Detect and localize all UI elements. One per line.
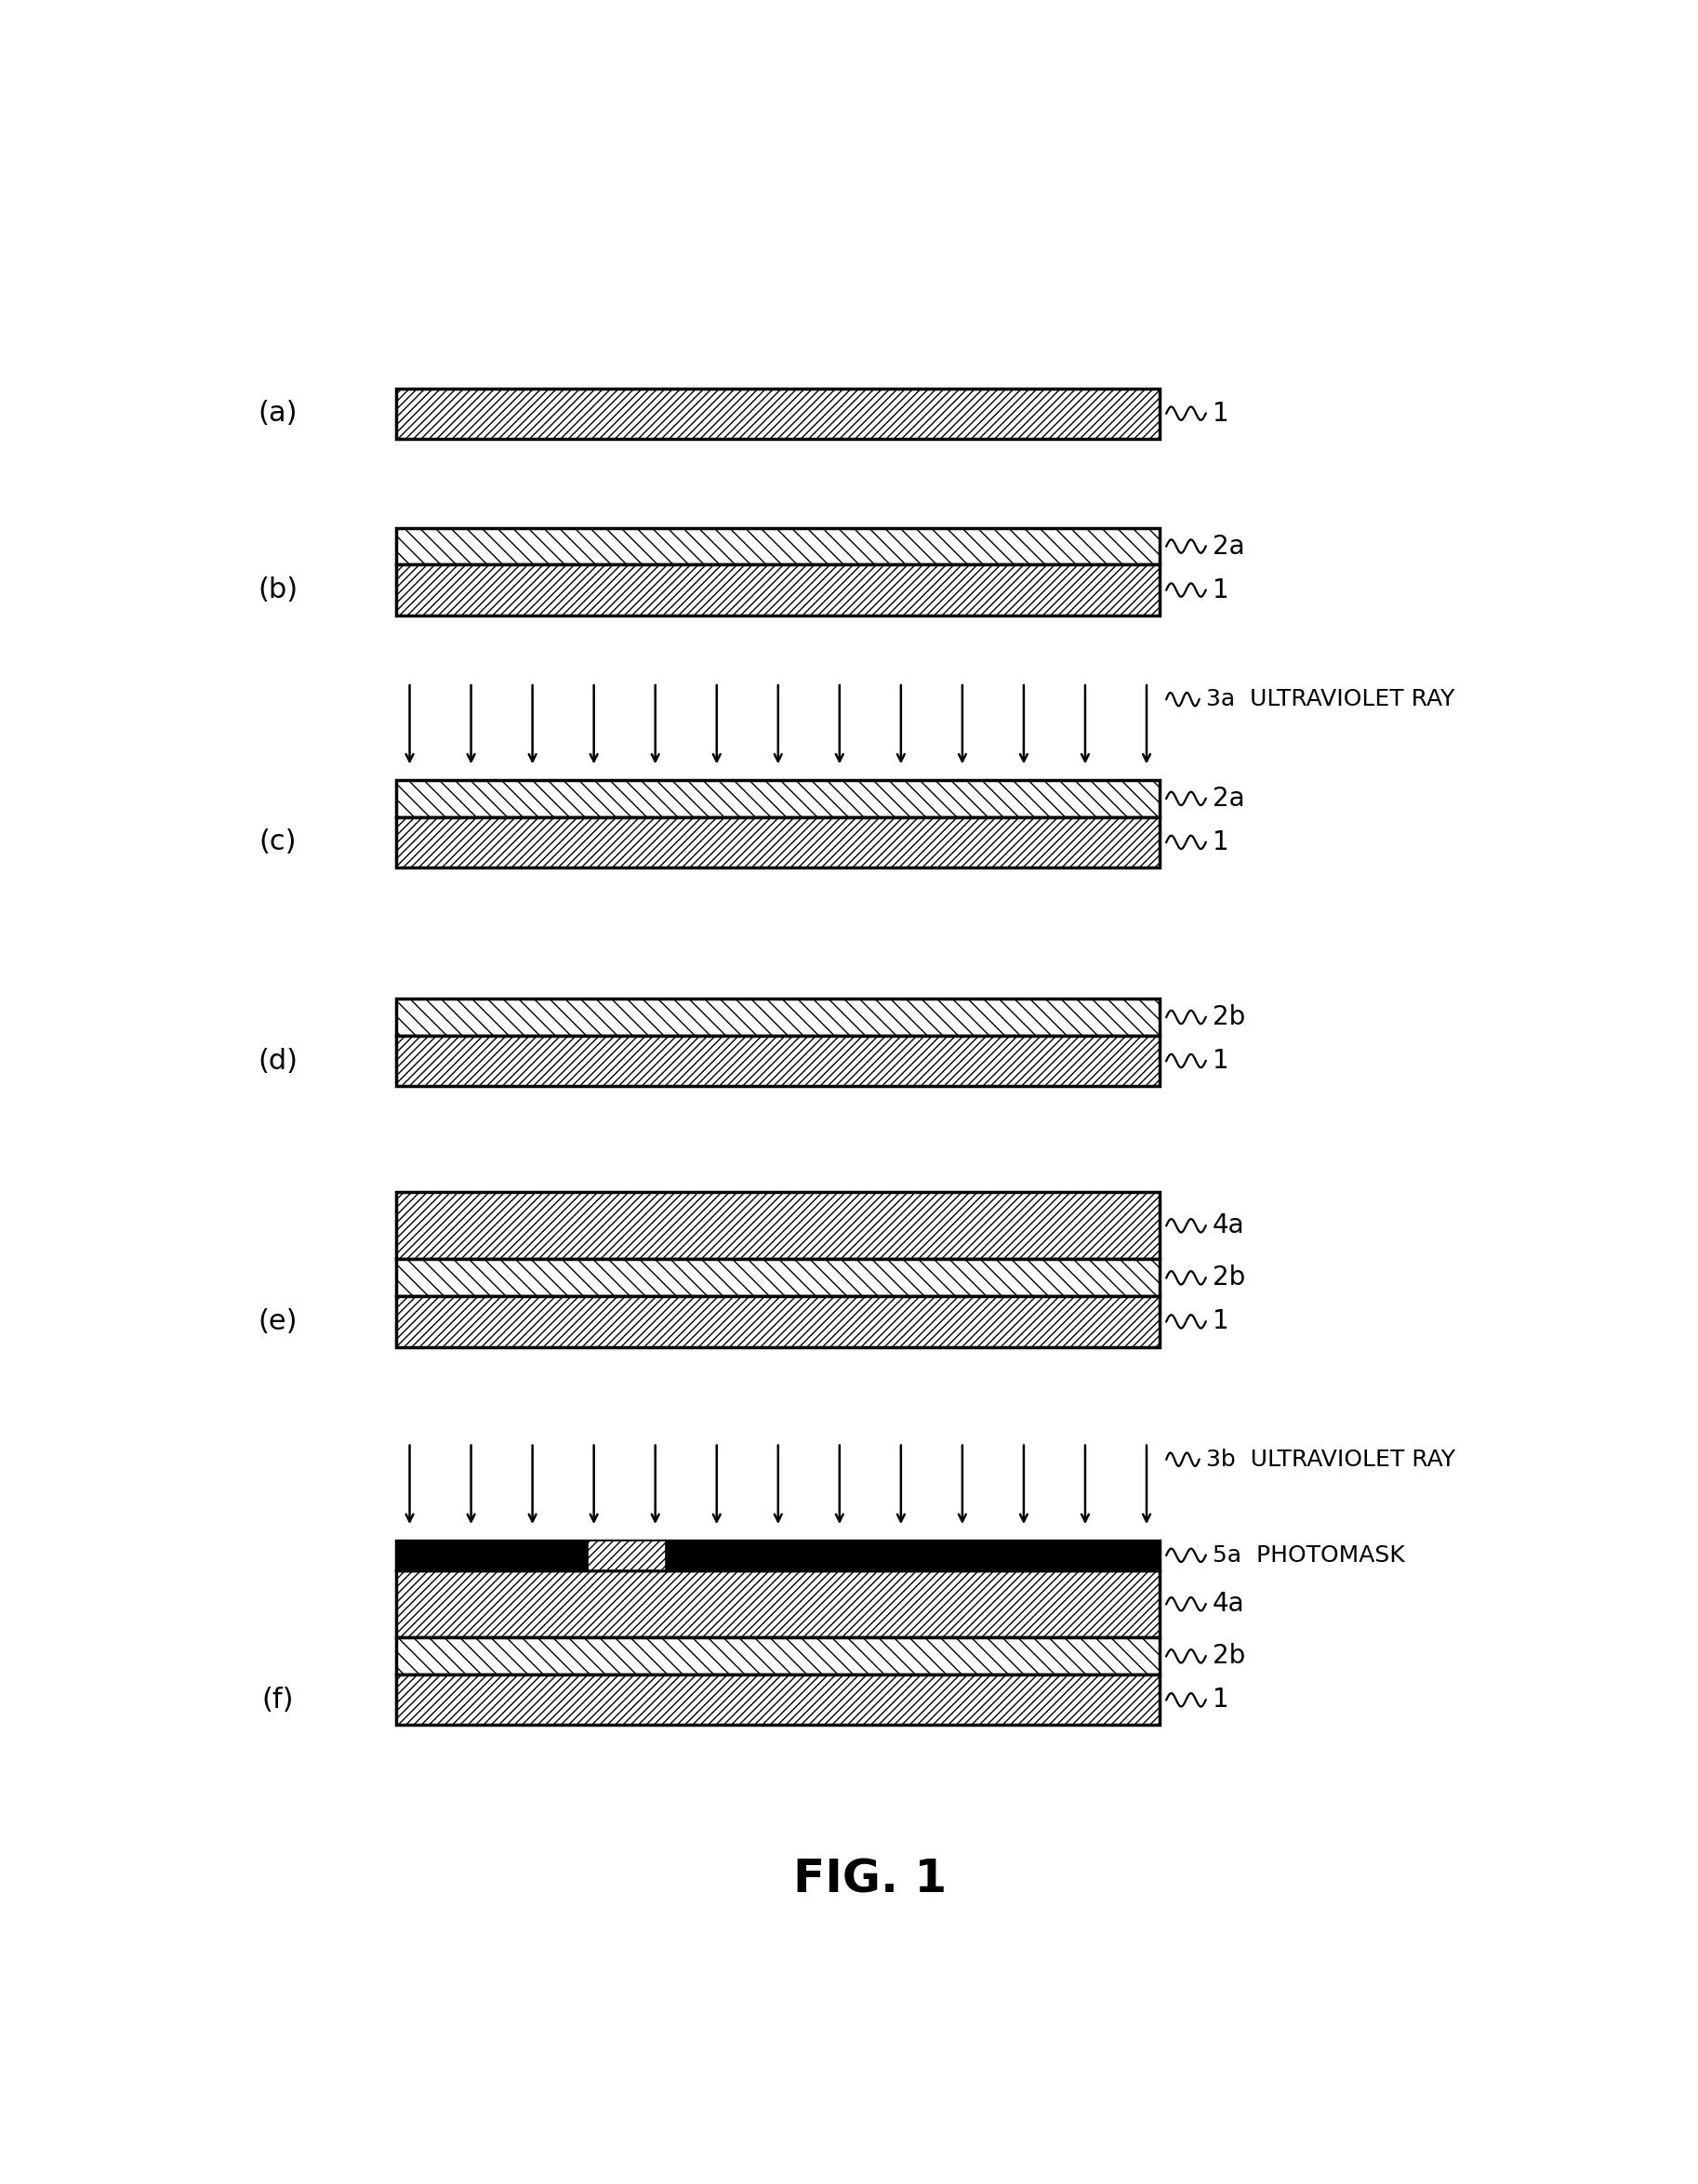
Bar — [397, 1297, 1160, 1348]
Text: 2a: 2a — [1212, 533, 1245, 559]
Text: FIG. 1: FIG. 1 — [793, 1859, 947, 1902]
Text: (b): (b) — [258, 577, 299, 603]
Bar — [397, 1260, 1160, 1297]
Text: 1: 1 — [1212, 1048, 1229, 1075]
Bar — [397, 780, 1160, 817]
Text: 3b  ULTRAVIOLET RAY: 3b ULTRAVIOLET RAY — [1206, 1448, 1455, 1470]
Text: 1: 1 — [1212, 1686, 1229, 1712]
Text: 2b: 2b — [1212, 1005, 1245, 1031]
Text: 2a: 2a — [1212, 786, 1245, 812]
Text: (a): (a) — [258, 400, 297, 426]
Text: 3a  ULTRAVIOLET RAY: 3a ULTRAVIOLET RAY — [1206, 688, 1455, 710]
Bar — [397, 1638, 1160, 1675]
Text: 2b: 2b — [1212, 1642, 1245, 1669]
Text: 2b: 2b — [1212, 1265, 1245, 1291]
Text: 4a: 4a — [1212, 1212, 1245, 1238]
Text: (c): (c) — [260, 828, 297, 856]
Bar — [397, 1192, 1160, 1260]
Bar — [397, 817, 1160, 867]
Text: (e): (e) — [258, 1308, 297, 1334]
Bar — [397, 1035, 1160, 1085]
Bar — [397, 1570, 1160, 1638]
Text: 1: 1 — [1212, 830, 1229, 856]
Text: 5a  PHOTOMASK: 5a PHOTOMASK — [1212, 1544, 1404, 1566]
Text: 1: 1 — [1212, 400, 1229, 426]
Bar — [397, 529, 1160, 566]
Text: 1: 1 — [1212, 577, 1229, 603]
Bar — [397, 1540, 1160, 1570]
Bar — [397, 566, 1160, 616]
Bar — [588, 1540, 666, 1570]
Text: (f): (f) — [261, 1686, 294, 1714]
Text: 4a: 4a — [1212, 1592, 1245, 1616]
Bar — [397, 1675, 1160, 1725]
Text: 1: 1 — [1212, 1308, 1229, 1334]
Bar — [397, 389, 1160, 439]
Text: (d): (d) — [258, 1048, 299, 1075]
Bar — [397, 998, 1160, 1035]
